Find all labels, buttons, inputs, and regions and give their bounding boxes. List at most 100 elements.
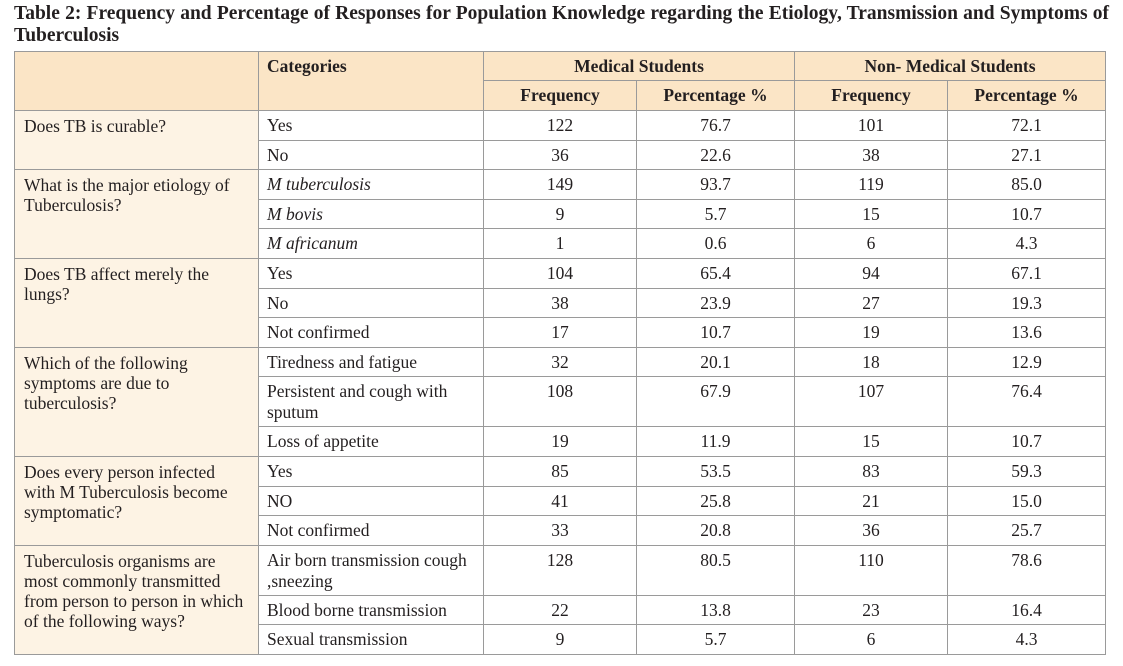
medical-frequency-cell: 85 xyxy=(483,455,637,487)
medical-frequency-cell: 128 xyxy=(483,544,637,596)
option-cell: Persistent and cough with sputum xyxy=(258,376,484,428)
option-cell: Yes xyxy=(258,257,484,289)
option-cell: NO xyxy=(258,485,484,517)
table-row: Does TB affect merely the lungs? Yes 104 65… xyxy=(14,257,1106,348)
tuberculosis-knowledge-table: Categories Medical Students Non- Medical… xyxy=(14,51,1106,655)
non-medical-percentage-cell: 19.3 xyxy=(947,287,1106,319)
question-cell: Does every person infected with M Tuberc… xyxy=(14,455,259,546)
option-cell: M tuberculosis xyxy=(258,169,484,200)
non-medical-percentage-cell: 72.1 xyxy=(947,110,1106,141)
table-header: Categories Medical Students Non- Medical… xyxy=(14,51,1106,111)
non-medical-frequency-cell: 6 xyxy=(794,624,948,655)
medical-percentage-cell: 53.5 xyxy=(636,455,795,487)
medical-percentage-cell: 80.5 xyxy=(636,544,795,596)
table-row: Persistent and cough with sputum 108 67.9 1… xyxy=(15,376,1106,428)
option-cell: Blood borne transmission xyxy=(258,594,484,626)
non-medical-frequency-cell: 15 xyxy=(794,198,948,230)
non-medical-frequency-cell: 107 xyxy=(794,376,948,428)
table-row: No 38 23.9 27 19.3 xyxy=(15,287,1106,319)
medical-frequency-header: Frequency xyxy=(483,80,637,111)
medical-frequency-cell: 41 xyxy=(483,485,637,517)
non-medical-frequency-cell: 83 xyxy=(794,455,948,487)
medical-frequency-cell: 9 xyxy=(483,624,637,655)
non-medical-percentage-cell: 59.3 xyxy=(947,455,1106,487)
option-cell: Air born transmission cough ,sneezing xyxy=(258,544,484,596)
non-medical-frequency-cell: 21 xyxy=(794,485,948,517)
medical-percentage-cell: 10.7 xyxy=(636,317,795,348)
medical-frequency-cell: 19 xyxy=(483,426,637,457)
medical-percentage-cell: 22.6 xyxy=(636,139,795,171)
table-row: No 36 22.6 38 27.1 xyxy=(15,139,1106,171)
non-medical-frequency-cell: 27 xyxy=(794,287,948,319)
medical-frequency-cell: 33 xyxy=(483,515,637,546)
non-medical-frequency-cell: 36 xyxy=(794,515,948,546)
medical-percentage-cell: 23.9 xyxy=(636,287,795,319)
option-cell: No xyxy=(258,287,484,319)
non-medical-percentage-cell: 67.1 xyxy=(947,257,1106,289)
medical-frequency-cell: 17 xyxy=(483,317,637,348)
option-cell: Not confirmed xyxy=(258,515,484,546)
non-medical-frequency-cell: 6 xyxy=(794,228,948,259)
table-row: Sexual transmission 9 5.7 6 4.3 xyxy=(15,624,1106,655)
categories-header: Categories xyxy=(258,51,484,111)
medical-percentage-header: Percentage % xyxy=(636,80,795,111)
medical-frequency-cell: 38 xyxy=(483,287,637,319)
non-medical-percentage-cell: 10.7 xyxy=(947,426,1106,457)
medical-frequency-cell: 22 xyxy=(483,594,637,626)
non-medical-frequency-header: Frequency xyxy=(794,80,948,111)
non-medical-percentage-cell: 25.7 xyxy=(947,515,1106,546)
medical-frequency-cell: 122 xyxy=(483,110,637,141)
option-cell: Yes xyxy=(258,110,484,141)
medical-percentage-cell: 5.7 xyxy=(636,624,795,655)
non-medical-frequency-cell: 101 xyxy=(794,110,948,141)
option-cell: Loss of appetite xyxy=(258,426,484,457)
table-row: Loss of appetite 19 11.9 15 10.7 xyxy=(15,426,1106,457)
medical-frequency-cell: 9 xyxy=(483,198,637,230)
medical-students-header: Medical Students xyxy=(483,51,795,81)
option-cell: Sexual transmission xyxy=(258,624,484,655)
non-medical-percentage-cell: 78.6 xyxy=(947,544,1106,596)
table-row: Tuberculosis organisms are most commonly… xyxy=(14,544,1106,655)
medical-frequency-cell: 1 xyxy=(483,228,637,259)
question-cell: Tuberculosis organisms are most commonly… xyxy=(14,544,259,655)
non-medical-percentage-cell: 15.0 xyxy=(947,485,1106,517)
table-row: Blood borne transmission 22 13.8 23 16.4 xyxy=(15,594,1106,626)
medical-percentage-cell: 25.8 xyxy=(636,485,795,517)
non-medical-percentage-cell: 27.1 xyxy=(947,139,1106,171)
option-cell: M bovis xyxy=(258,198,484,230)
medical-percentage-cell: 93.7 xyxy=(636,169,795,200)
medical-frequency-cell: 149 xyxy=(483,169,637,200)
table-row: What is the major etiology of Tuberculos… xyxy=(14,169,1106,259)
medical-percentage-cell: 65.4 xyxy=(636,257,795,289)
question-cell: Does TB is curable? xyxy=(14,109,259,171)
option-cell: Not confirmed xyxy=(258,317,484,348)
medical-percentage-cell: 76.7 xyxy=(636,110,795,141)
non-medical-frequency-cell: 38 xyxy=(794,139,948,171)
medical-percentage-cell: 20.1 xyxy=(636,346,795,378)
medical-percentage-cell: 20.8 xyxy=(636,515,795,546)
medical-frequency-cell: 36 xyxy=(483,139,637,171)
medical-percentage-cell: 0.6 xyxy=(636,228,795,259)
question-cell: Which of the following symptoms are due … xyxy=(14,346,259,457)
non-medical-frequency-cell: 119 xyxy=(794,169,948,200)
medical-percentage-cell: 5.7 xyxy=(636,198,795,230)
table-row: Does every person infected with M Tuberc… xyxy=(14,455,1106,546)
non-medical-frequency-cell: 23 xyxy=(794,594,948,626)
option-cell: M africanum xyxy=(258,228,484,259)
non-medical-frequency-cell: 18 xyxy=(794,346,948,378)
table-row: Not confirmed 33 20.8 36 25.7 xyxy=(15,515,1106,546)
medical-percentage-cell: 11.9 xyxy=(636,426,795,457)
non-medical-percentage-cell: 76.4 xyxy=(947,376,1106,428)
question-cell: Does TB affect merely the lungs? xyxy=(14,257,259,348)
non-medical-percentage-cell: 10.7 xyxy=(947,198,1106,230)
table-caption: Table 2: Frequency and Percentage of Res… xyxy=(14,3,1109,46)
medical-frequency-cell: 104 xyxy=(483,257,637,289)
non-medical-frequency-cell: 15 xyxy=(794,426,948,457)
non-medical-percentage-cell: 4.3 xyxy=(947,624,1106,655)
non-medical-frequency-cell: 19 xyxy=(794,317,948,348)
non-medical-percentage-cell: 85.0 xyxy=(947,169,1106,200)
table-row: M bovis 9 5.7 15 10.7 xyxy=(15,198,1106,230)
table-body: Does TB is curable? Yes 122 76.7 101 72.1 No 36… xyxy=(14,109,1106,655)
non-medical-frequency-cell: 110 xyxy=(794,544,948,596)
non-medical-percentage-cell: 4.3 xyxy=(947,228,1106,259)
